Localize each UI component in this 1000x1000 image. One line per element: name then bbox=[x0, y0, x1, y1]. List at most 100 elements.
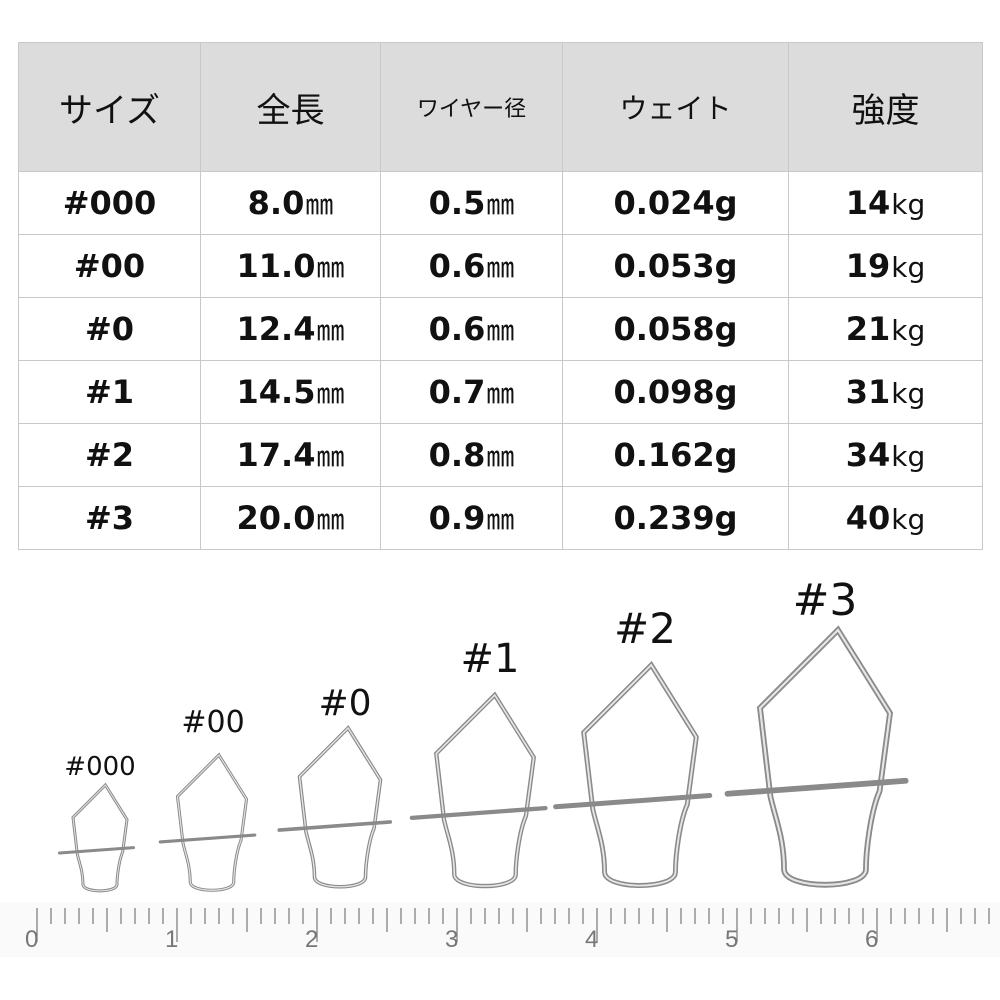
cell-size-value: #3 bbox=[84, 499, 135, 537]
cell-wire: 0.6㎜ bbox=[380, 297, 563, 361]
cell-length: 17.4㎜ bbox=[200, 423, 381, 487]
cell-length-value: 12.4 bbox=[236, 310, 316, 348]
size-label: #3 bbox=[793, 575, 858, 626]
unit: ㎜ bbox=[486, 188, 515, 221]
cell-size-value: #2 bbox=[84, 436, 135, 474]
unit: ㎜ bbox=[316, 377, 345, 410]
unit: ㎜ bbox=[486, 377, 515, 410]
table-row: #0 12.4㎜ 0.6㎜ 0.058g 21kg bbox=[18, 297, 983, 361]
cell-wire-value: 0.9 bbox=[428, 499, 486, 537]
size-label: #2 bbox=[614, 604, 676, 653]
cell-wire-value: 0.8 bbox=[428, 436, 486, 474]
cell-strength-value: 19 bbox=[845, 247, 891, 285]
ruler-number: 1 bbox=[165, 926, 178, 953]
cell-wire: 0.8㎜ bbox=[380, 423, 563, 487]
cell-weight-value: 0.162g bbox=[613, 436, 738, 474]
header-wire: ワイヤー径 bbox=[380, 42, 563, 172]
header-strength: 強度 bbox=[788, 42, 983, 172]
ruler bbox=[0, 902, 1000, 957]
cell-weight-value: 0.024g bbox=[613, 184, 738, 222]
size-label: #00 bbox=[181, 705, 244, 740]
unit: ㎜ bbox=[486, 251, 515, 284]
cell-size-value: #1 bbox=[84, 373, 135, 411]
cell-size: #3 bbox=[18, 486, 201, 550]
table-row: #3 20.0㎜ 0.9㎜ 0.239g 40kg bbox=[18, 486, 983, 550]
unit: ㎜ bbox=[486, 440, 515, 473]
unit: ㎜ bbox=[316, 440, 345, 473]
cell-wire: 0.7㎜ bbox=[380, 360, 563, 424]
cell-length: 8.0㎜ bbox=[200, 171, 381, 235]
cell-wire: 0.6㎜ bbox=[380, 234, 563, 298]
header-size: サイズ bbox=[18, 42, 201, 172]
cell-weight: 0.098g bbox=[562, 360, 789, 424]
snap-4 bbox=[553, 661, 713, 888]
cell-size-value: #0 bbox=[84, 310, 135, 348]
cell-length-value: 20.0 bbox=[236, 499, 316, 537]
unit: ㎜ bbox=[486, 314, 515, 347]
cell-strength-value: 21 bbox=[845, 310, 891, 348]
snap-3 bbox=[409, 691, 548, 889]
cell-size: #00 bbox=[18, 234, 201, 298]
size-label: #000 bbox=[64, 752, 135, 782]
unit: ㎜ bbox=[486, 503, 515, 536]
size-label: #0 bbox=[318, 683, 371, 724]
cell-weight: 0.053g bbox=[562, 234, 789, 298]
snap-1 bbox=[158, 752, 257, 892]
cell-strength: 34kg bbox=[788, 423, 983, 487]
header-row: サイズ 全長 ワイヤー径 ウェイト 強度 bbox=[18, 42, 983, 172]
cell-weight: 0.058g bbox=[562, 297, 789, 361]
ruler-number: 3 bbox=[445, 926, 458, 953]
table-row: #1 14.5㎜ 0.7㎜ 0.098g 31kg bbox=[18, 360, 983, 424]
ruler-number: 4 bbox=[585, 926, 598, 953]
cell-strength-value: 40 bbox=[845, 499, 891, 537]
cell-weight-value: 0.239g bbox=[613, 499, 738, 537]
table-row: #00 11.0 ㎜ 0.6㎜ 0.053g 19kg bbox=[18, 234, 983, 298]
snap-0 bbox=[58, 782, 135, 893]
snap-2 bbox=[277, 725, 393, 889]
cell-wire-value: 0.6 bbox=[428, 247, 486, 285]
cell-weight: 0.024g bbox=[562, 171, 789, 235]
unit: ㎜ bbox=[316, 503, 345, 536]
unit: kg bbox=[891, 251, 926, 284]
cell-wire-value: 0.6 bbox=[428, 310, 486, 348]
cell-weight-value: 0.098g bbox=[613, 373, 738, 411]
cell-length-value: 11.0 bbox=[236, 247, 316, 285]
unit: kg bbox=[891, 188, 926, 221]
header-weight: ウェイト bbox=[562, 42, 789, 172]
ruler-number: 0 bbox=[25, 926, 38, 953]
cell-length: 12.4㎜ bbox=[200, 297, 381, 361]
cell-length-value: 14.5 bbox=[236, 373, 316, 411]
cell-strength-value: 34 bbox=[845, 436, 891, 474]
cell-weight-value: 0.053g bbox=[613, 247, 738, 285]
snap-photo: #000#00#0#1#2#301234567 bbox=[0, 575, 1000, 957]
unit: ㎜ bbox=[305, 188, 334, 221]
cell-length: 20.0㎜ bbox=[200, 486, 381, 550]
cell-weight: 0.239g bbox=[562, 486, 789, 550]
cell-wire: 0.9㎜ bbox=[380, 486, 563, 550]
size-label: #1 bbox=[461, 636, 520, 682]
cell-size-value: #00 bbox=[73, 247, 146, 285]
table-row: #000 8.0㎜ 0.5㎜ 0.024g 14kg bbox=[18, 171, 983, 235]
cell-size: #000 bbox=[18, 171, 201, 235]
cell-size: #2 bbox=[18, 423, 201, 487]
unit: ㎜ bbox=[316, 314, 345, 347]
table-row: #2 17.4㎜ 0.8㎜ 0.162g 34kg bbox=[18, 423, 983, 487]
unit: kg bbox=[891, 503, 926, 536]
cell-length-value: 17.4 bbox=[236, 436, 316, 474]
cell-length: 14.5㎜ bbox=[200, 360, 381, 424]
cell-size-value: #000 bbox=[62, 184, 157, 222]
cell-strength: 14kg bbox=[788, 171, 983, 235]
header-length: 全長 bbox=[200, 42, 381, 172]
snap-5 bbox=[724, 625, 909, 888]
cell-wire: 0.5㎜ bbox=[380, 171, 563, 235]
unit: kg bbox=[891, 314, 926, 347]
cell-weight-value: 0.058g bbox=[613, 310, 738, 348]
cell-strength: 21kg bbox=[788, 297, 983, 361]
cell-size: #0 bbox=[18, 297, 201, 361]
ruler-number: 6 bbox=[865, 926, 878, 953]
cell-wire-value: 0.5 bbox=[428, 184, 486, 222]
cell-strength-value: 14 bbox=[845, 184, 891, 222]
unit: kg bbox=[891, 377, 926, 410]
cell-weight: 0.162g bbox=[562, 423, 789, 487]
cell-strength-value: 31 bbox=[845, 373, 891, 411]
